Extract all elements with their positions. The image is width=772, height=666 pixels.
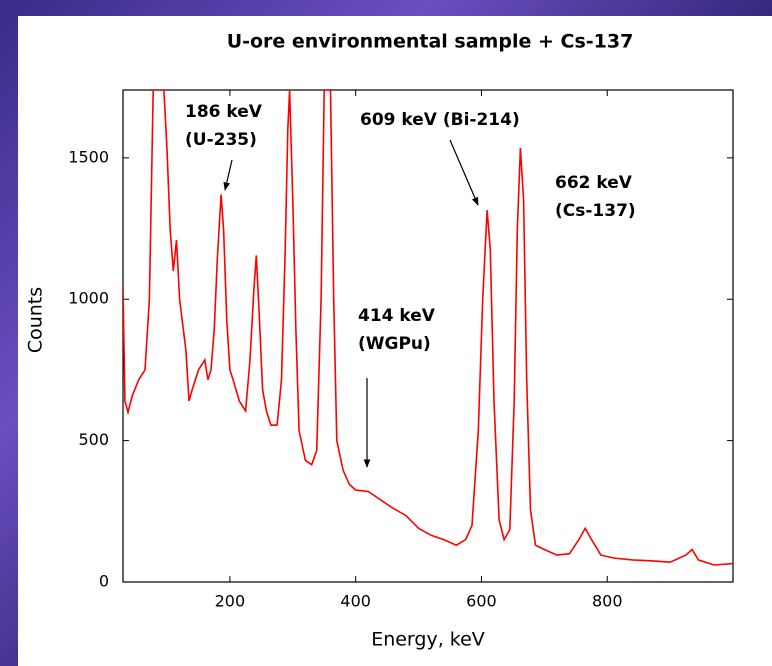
annotation-arrow	[449, 139, 479, 206]
y-tick-label: 0	[99, 572, 109, 591]
x-tick-label: 600	[466, 592, 497, 611]
x-axis-label: Energy, keV	[371, 629, 485, 651]
y-tick-label: 500	[78, 430, 109, 449]
x-tick-label: 200	[215, 592, 246, 611]
spectrum-line	[123, 90, 733, 566]
annotation-text: 186 keV	[185, 102, 263, 122]
y-tick-label: 1500	[68, 147, 109, 166]
annotation-arrow	[223, 159, 233, 191]
slide-panel	[18, 16, 772, 666]
plot-frame	[122, 89, 734, 583]
annotation-text: (Cs-137)	[555, 201, 636, 221]
y-axis-label: Counts	[25, 287, 47, 353]
annotation-text: 414 keV	[358, 306, 436, 326]
annotation-text: 609 keV (Bi-214)	[360, 110, 520, 130]
annotation-text: (WGPu)	[358, 334, 431, 354]
annotation-text: (U-235)	[185, 130, 257, 150]
x-tick-label: 400	[340, 592, 371, 611]
annotations: 186 keV (U-235) 609 keV (Bi-214) 662 keV (Cs…	[185, 102, 636, 468]
chart-title: U-ore environmental sample + Cs-137	[227, 31, 634, 53]
x-tick-label: 800	[592, 592, 623, 611]
annotation-text: 662 keV	[555, 173, 633, 193]
y-tick-label: 1000	[68, 289, 109, 308]
